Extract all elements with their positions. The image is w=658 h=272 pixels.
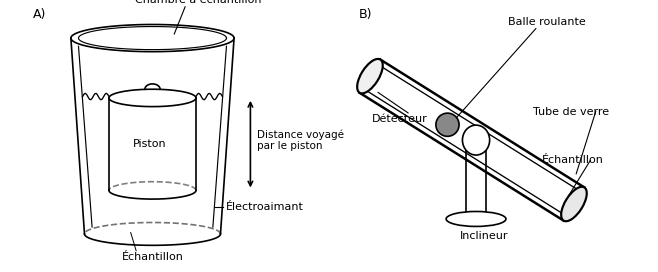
Text: Inclineur: Inclineur (460, 231, 509, 241)
Text: B): B) (359, 8, 372, 21)
Text: Tube de verre: Tube de verre (533, 107, 609, 116)
Text: Piston: Piston (133, 139, 166, 149)
Text: Détecteur: Détecteur (372, 114, 428, 124)
Circle shape (436, 113, 459, 136)
Text: Distance voyagé
par le piston: Distance voyagé par le piston (257, 129, 344, 151)
Text: Électroaimant: Électroaimant (226, 202, 303, 212)
Ellipse shape (357, 59, 383, 93)
FancyBboxPatch shape (466, 144, 486, 215)
Text: Balle roulante: Balle roulante (508, 17, 586, 27)
Ellipse shape (446, 212, 506, 226)
Text: Échantillon: Échantillon (122, 252, 184, 262)
Text: Échantillon: Échantillon (542, 156, 604, 165)
Ellipse shape (561, 187, 587, 221)
Text: A): A) (33, 8, 46, 21)
Text: Chambre à échantillon: Chambre à échantillon (136, 0, 262, 5)
Ellipse shape (463, 125, 490, 155)
